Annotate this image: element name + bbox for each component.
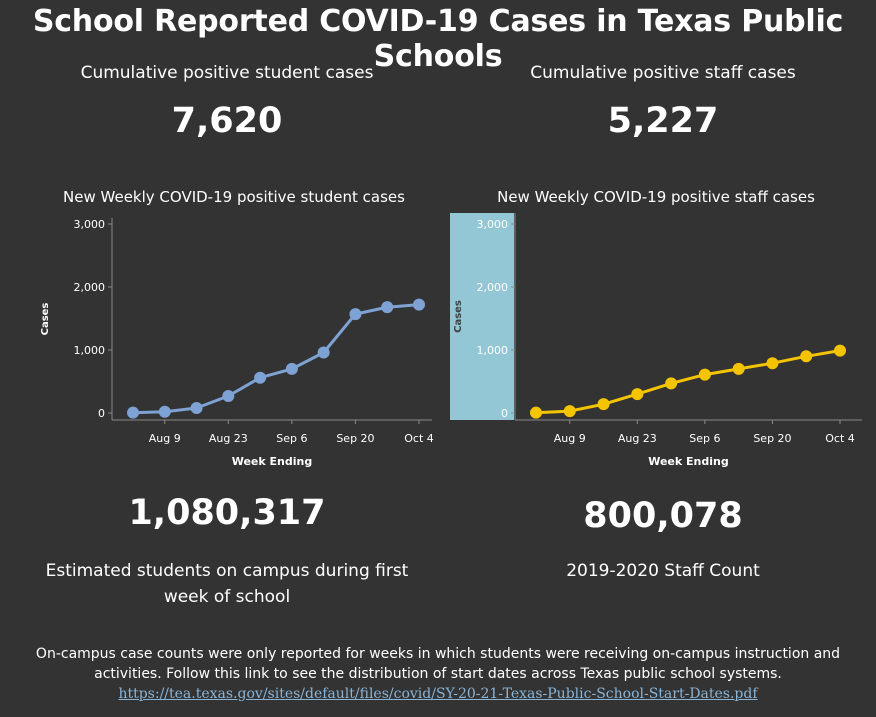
data-point (732, 362, 745, 375)
student-cases-label: Cumulative positive student cases (80, 63, 374, 83)
data-point (698, 368, 711, 381)
y-tick-label: 3,000 (74, 218, 106, 231)
data-point (563, 405, 576, 418)
student-cases-chart[interactable]: 0 1,000 2,000 3,000 Aug 9 Aug 23 Sep 6 Sep 20 Oc… (0, 205, 440, 475)
staff-count-value: 800,078 (583, 496, 743, 536)
data-point (631, 388, 644, 401)
dashboard-title: School Reported COVID-19 Cases in Texas … (32, 4, 844, 74)
y-tick-label: 2,000 (74, 281, 106, 294)
axis-highlight-band (450, 213, 514, 420)
y-tick-label: 1,000 (477, 344, 509, 357)
data-point (349, 308, 362, 321)
students-on-campus-description: Estimated students on campus during firs… (20, 558, 434, 610)
data-point (597, 398, 610, 411)
x-tick-label: Aug 9 (554, 432, 586, 445)
students-description-line1: Estimated students on campus during firs… (45, 561, 409, 581)
data-point (222, 389, 235, 402)
data-point (127, 406, 139, 419)
data-point (766, 357, 779, 370)
x-tick-label: Oct 4 (404, 432, 434, 445)
y-axis-title: Cases (40, 303, 51, 336)
x-axis-title: Week Ending (232, 455, 313, 468)
footnote-line2: activities. Follow this link to see the … (94, 666, 782, 682)
data-point (530, 406, 542, 419)
x-tick-label: Aug 9 (149, 432, 181, 445)
data-point (158, 405, 171, 418)
student-cases-value: 7,620 (171, 101, 283, 141)
x-axis-title: Week Ending (648, 455, 729, 468)
x-tick-label: Aug 23 (618, 432, 657, 445)
data-point (834, 344, 846, 357)
series-line (535, 349, 841, 415)
y-axis-title: Cases (453, 300, 464, 333)
y-tick-label: 3,000 (477, 218, 509, 231)
x-tick-label: Sep 6 (276, 432, 307, 445)
data-point (800, 350, 813, 363)
x-tick-label: Aug 23 (209, 432, 248, 445)
x-tick-label: Sep 20 (753, 432, 791, 445)
data-point (665, 377, 678, 390)
data-point (285, 362, 298, 375)
series-line (132, 303, 420, 415)
x-tick-label: Sep 6 (689, 432, 720, 445)
footnote: On-campus case counts were only reported… (20, 644, 856, 704)
x-tick-label: Oct 4 (825, 432, 855, 445)
data-point (190, 401, 203, 414)
staff-cases-label: Cumulative positive staff cases (530, 63, 796, 83)
y-tick-label: 2,000 (477, 281, 509, 294)
start-dates-link[interactable]: https://tea.texas.gov/sites/default/file… (118, 686, 758, 702)
student-chart-title: New Weekly COVID-19 positive student cas… (63, 188, 405, 206)
staff-count-description: 2019-2020 Staff Count (566, 561, 760, 581)
staff-chart-title: New Weekly COVID-19 positive staff cases (497, 188, 815, 206)
y-tick-label: 1,000 (74, 344, 106, 357)
data-point (413, 298, 425, 311)
data-point (381, 301, 394, 314)
staff-cases-chart[interactable]: 0 1,000 2,000 3,000 Aug 9 Aug 23 Sep 6 Sep 20 Oc… (440, 205, 876, 475)
x-tick-label: Sep 20 (336, 432, 374, 445)
y-tick-label: 0 (501, 407, 508, 420)
students-on-campus-value: 1,080,317 (128, 493, 326, 533)
staff-cases-value: 5,227 (607, 101, 719, 141)
y-tick-label: 0 (98, 407, 105, 420)
data-point (317, 346, 330, 359)
data-point (254, 371, 267, 384)
students-description-line2: week of school (163, 587, 291, 607)
footnote-line1: On-campus case counts were only reported… (35, 646, 841, 662)
